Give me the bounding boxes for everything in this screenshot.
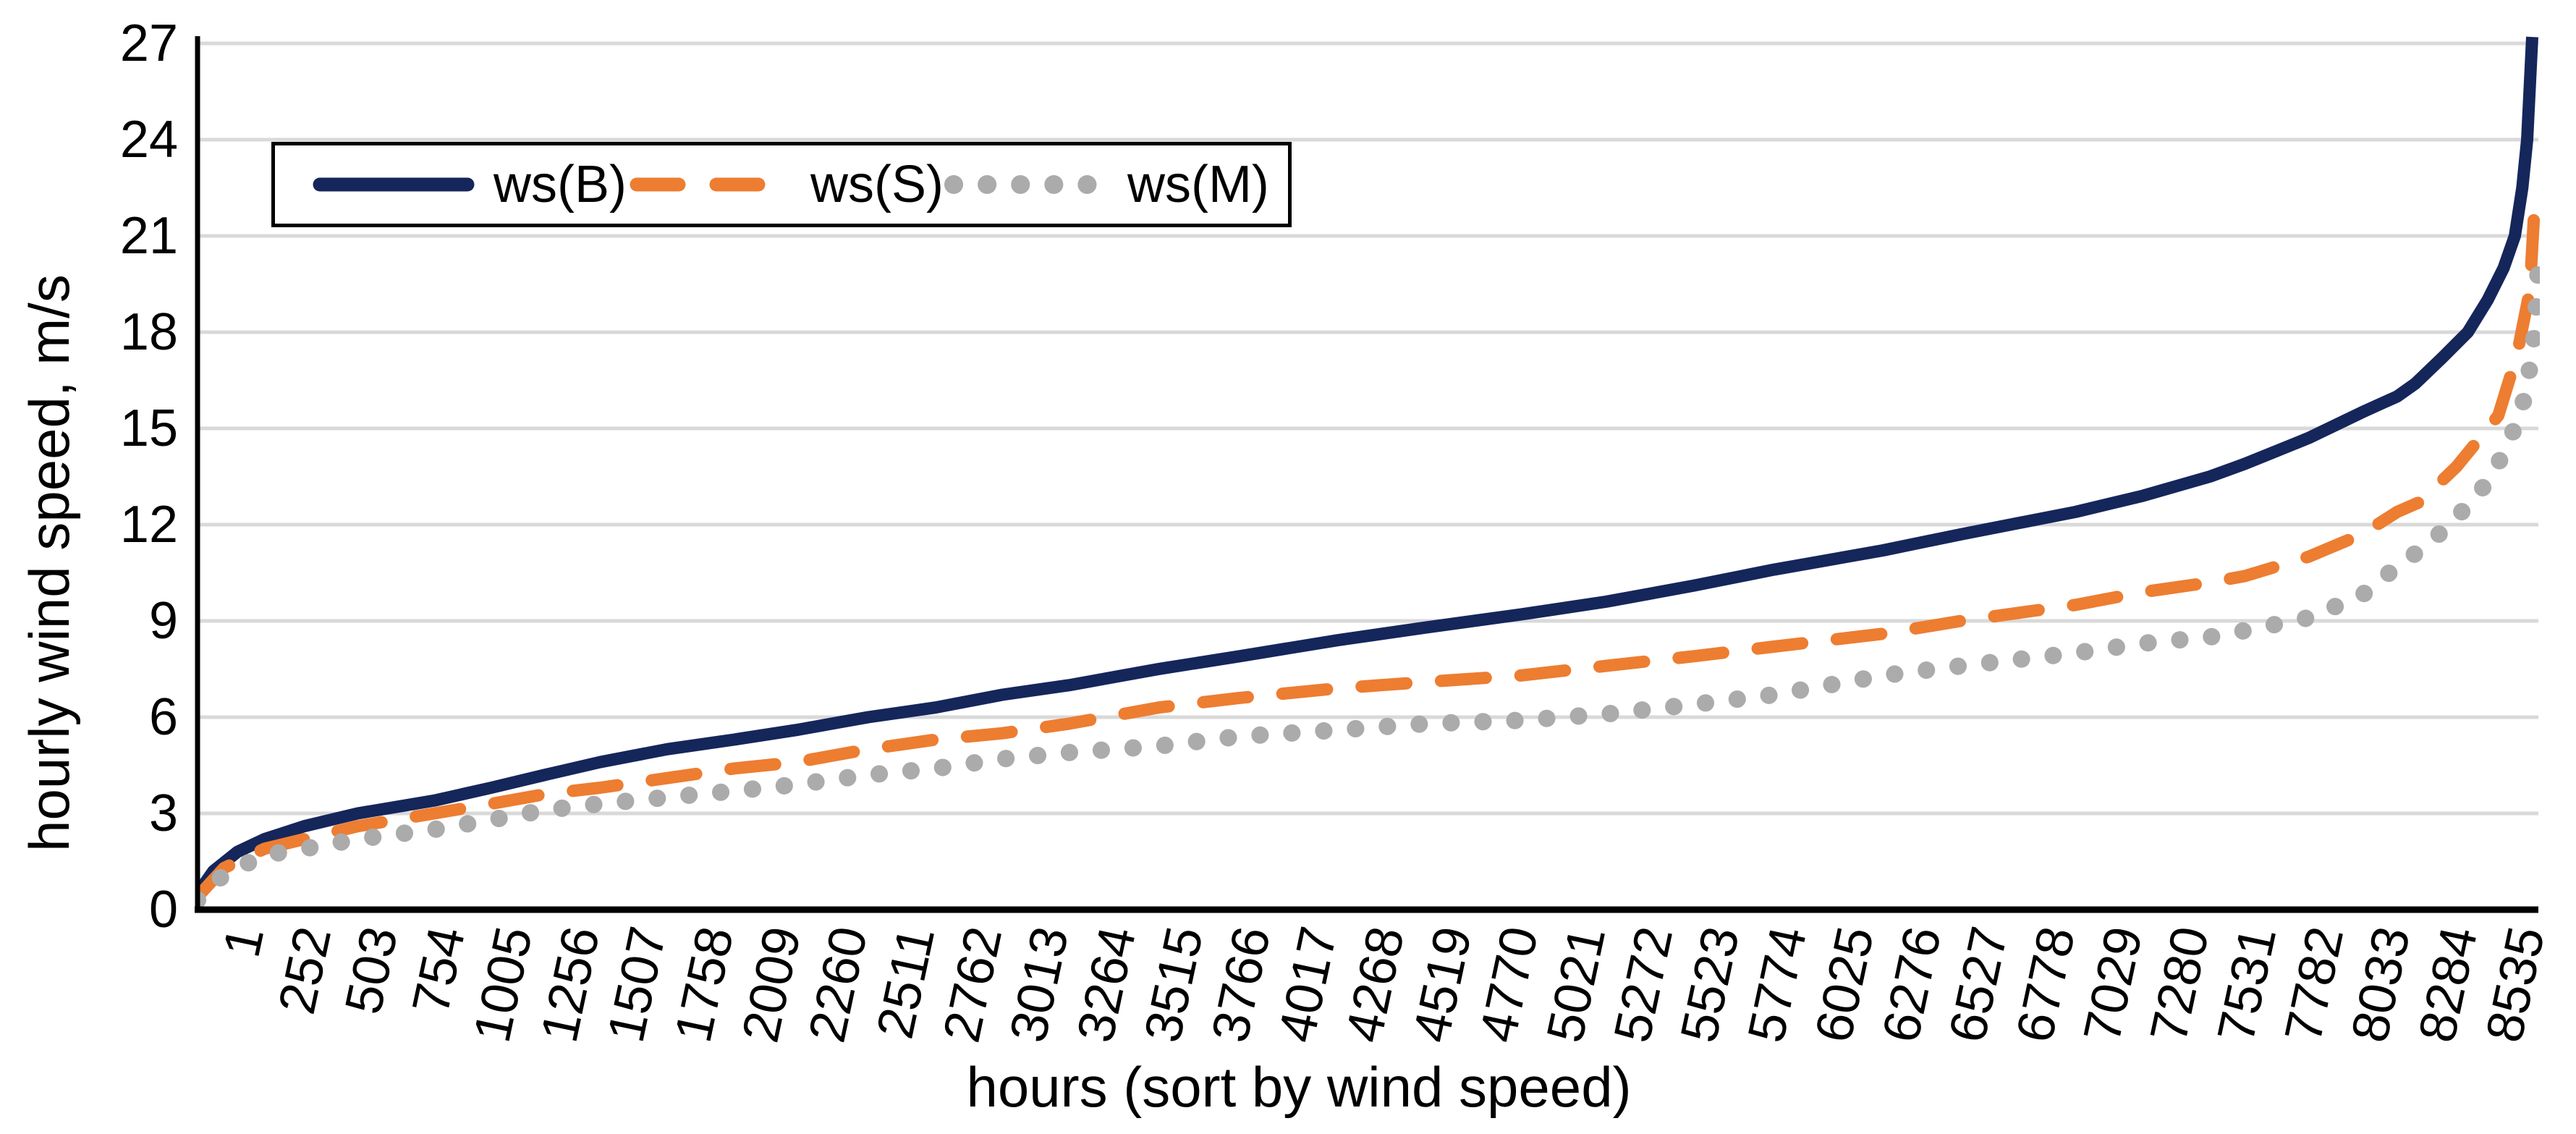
gridlines [198,41,2538,816]
legend-line-sample [944,175,1111,194]
y-tick-label-27: 27 [119,14,178,72]
y-axis-title: hourly wind speed, m/s [17,274,81,852]
y-tick-label-15: 15 [119,399,178,457]
y-tick-label-21: 21 [119,207,178,265]
y-tick-label-9: 9 [148,592,178,650]
legend-label: ws(M) [1127,156,1269,213]
legend-item-wsb: ws(B) [310,156,627,213]
legend-line-sample [630,177,792,192]
y-tick-label-3: 3 [148,784,178,842]
series-line-wsb [198,36,2538,897]
legend-label: ws(S) [810,156,944,213]
x-axis-title: hours (sort by wind speed) [966,1055,1632,1119]
legend: ws(B) ws(S) ws(M) [271,142,1292,227]
legend-item-wsm: ws(M) [944,156,1269,213]
series-line-wss [198,187,2540,903]
y-tick-label-0: 0 [148,881,178,939]
series-line-wsm [198,253,2540,909]
y-tick-label-6: 6 [148,688,178,746]
axes [195,36,2538,913]
legend-label: ws(B) [493,156,627,213]
y-tick-label-24: 24 [119,111,178,169]
legend-item-wss: ws(S) [627,156,944,213]
y-tick-label-18: 18 [119,303,178,361]
y-tick-label-12: 12 [119,496,178,554]
series-lines [198,36,2540,909]
legend-line-sample [313,177,475,192]
